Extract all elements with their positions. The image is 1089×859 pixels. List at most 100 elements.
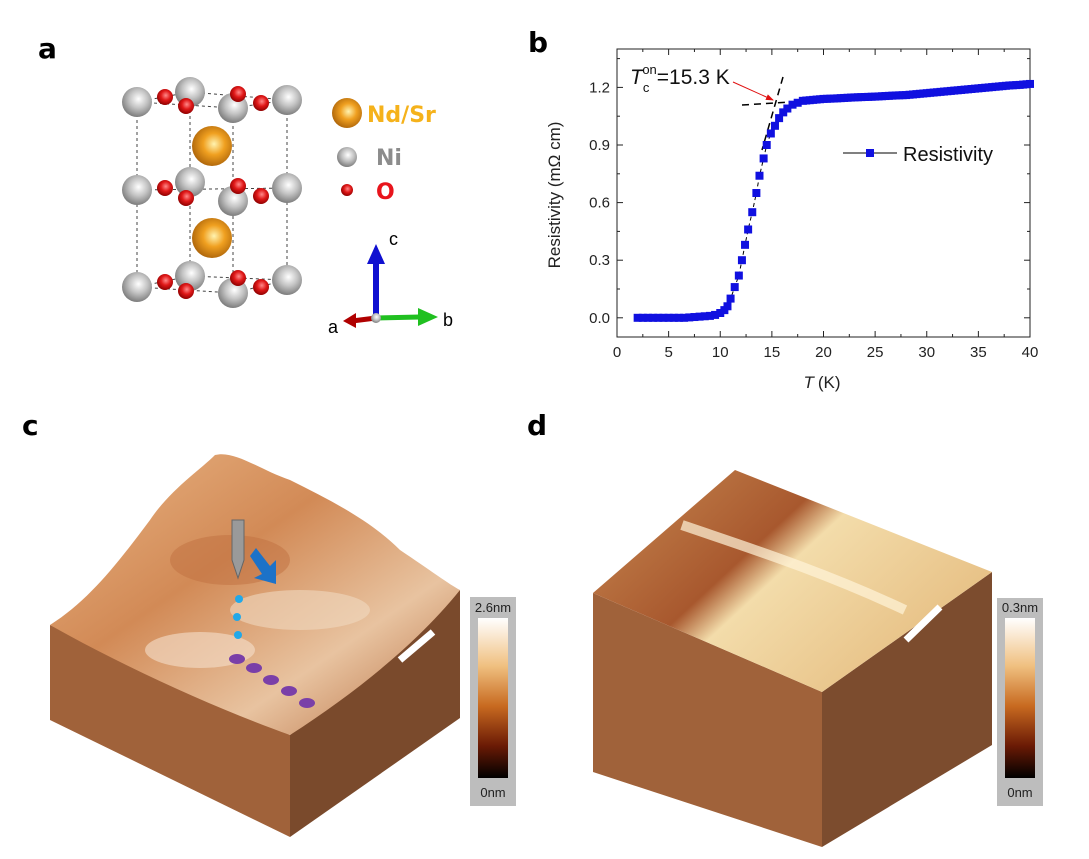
data-point [716, 309, 725, 317]
data-point [685, 313, 694, 322]
ticks [616, 49, 1031, 337]
transition-fit-line [761, 76, 784, 151]
nd-sr-atom [192, 126, 232, 166]
data-point [793, 98, 802, 107]
axes-triad: c b a [328, 229, 453, 337]
ni-atom [122, 272, 152, 302]
data-point [659, 313, 668, 322]
data-point [766, 129, 775, 138]
series-line [637, 83, 1031, 319]
x-tick-label: 40 [1022, 344, 1039, 361]
afm-image-c: 2.6nm 0nm [50, 454, 516, 837]
legend: Resistivity [843, 144, 993, 166]
data-point [674, 313, 683, 322]
tc-superscript: on [642, 62, 656, 77]
data-point [788, 100, 797, 109]
tc-symbol: T [630, 66, 645, 89]
data-point [783, 104, 792, 113]
x-tick-label: 10 [712, 344, 729, 361]
o-atom [178, 190, 194, 206]
block-left-face [50, 625, 290, 837]
data-point [744, 225, 753, 234]
purple-dots [229, 654, 315, 708]
data-point [726, 294, 735, 303]
data-point [711, 310, 720, 319]
legend-o: O [376, 180, 395, 205]
x-axis-label-var: T [803, 373, 815, 392]
legend-nd-sr: Nd/Sr [367, 103, 436, 128]
data-point [752, 189, 761, 197]
y-tick-label: 0.6 [589, 195, 610, 212]
data-points [633, 79, 1034, 322]
o-atom [157, 274, 173, 290]
c-axis-arrow-icon [367, 244, 385, 264]
x-tick-label: 30 [918, 344, 935, 361]
data-point [759, 154, 768, 163]
data-point [690, 313, 699, 322]
data-point [633, 313, 642, 322]
tc-annotation: Tc on=15.3 K [630, 62, 730, 95]
y-tick-labels: 0.0 0.3 0.6 0.9 1.2 [589, 79, 610, 326]
data-point [734, 271, 743, 280]
tc-subscript: c [643, 80, 650, 95]
block-right-face [822, 572, 992, 847]
ni-atom [122, 87, 152, 117]
o-atom [178, 98, 194, 114]
o-atom [230, 178, 246, 194]
data-point [730, 283, 739, 292]
x-tick-label: 35 [970, 344, 987, 361]
data-point [700, 312, 709, 321]
data-point [779, 108, 788, 117]
colorbar-d-min: 0nm [1007, 785, 1032, 800]
blue-arrow-icon [250, 548, 276, 584]
y-tick-label: 0.3 [589, 252, 610, 269]
o-atom-icon [341, 184, 353, 196]
data-point [762, 141, 771, 149]
panel-label-b: b [528, 26, 548, 59]
colorbar-d-max: 0.3nm [1002, 600, 1038, 615]
cyan-dots [233, 595, 243, 639]
data-point [654, 313, 663, 322]
nd-sr-atom [192, 218, 232, 258]
o-atom [157, 89, 173, 105]
data-point [649, 313, 658, 322]
y-axis-label: Resistivity (mΩ cm) [545, 122, 564, 269]
data-point [664, 313, 673, 322]
data-point [741, 240, 750, 249]
legend-label: Resistivity [903, 144, 993, 166]
x-axis-label: T (K) [803, 373, 840, 392]
block-right-face [290, 590, 460, 837]
crystal-structure [122, 77, 302, 308]
legend-ni: Ni [376, 146, 402, 171]
colorbar-c-max: 2.6nm [475, 600, 511, 615]
data-point [723, 302, 732, 311]
data-point [638, 313, 647, 322]
o-atom [230, 270, 246, 286]
afm-image-d: 0.3nm 0nm [593, 470, 1043, 847]
x-tick-label: 20 [815, 344, 832, 361]
x-tick-label: 5 [664, 344, 672, 361]
o-atom [253, 279, 269, 295]
axis-label-a: a [328, 317, 339, 337]
panel-label-a: a [38, 32, 57, 65]
y-tick-label: 0.0 [589, 310, 610, 327]
resistivity-chart: 0 5 10 15 20 25 30 35 40 0.0 0.3 0.6 0.9 1.2 Resisti… [545, 48, 1039, 392]
ni-atom [175, 167, 205, 197]
b-axis-arrow-icon [418, 308, 438, 326]
y-tick-label: 1.2 [589, 79, 610, 96]
block-left-face [593, 593, 822, 847]
axis-label-c: c [389, 229, 398, 249]
data-point [755, 171, 764, 180]
o-atom [230, 86, 246, 102]
o-atom [253, 188, 269, 204]
data-point [748, 208, 757, 217]
x-tick-label: 25 [867, 344, 884, 361]
data-point [680, 313, 689, 322]
x-tick-label: 15 [764, 344, 781, 361]
data-point [643, 313, 652, 322]
panel-label-d: d [527, 409, 547, 442]
a-axis-arrow-icon [343, 313, 356, 328]
o-atom [253, 95, 269, 111]
data-point [695, 312, 704, 321]
